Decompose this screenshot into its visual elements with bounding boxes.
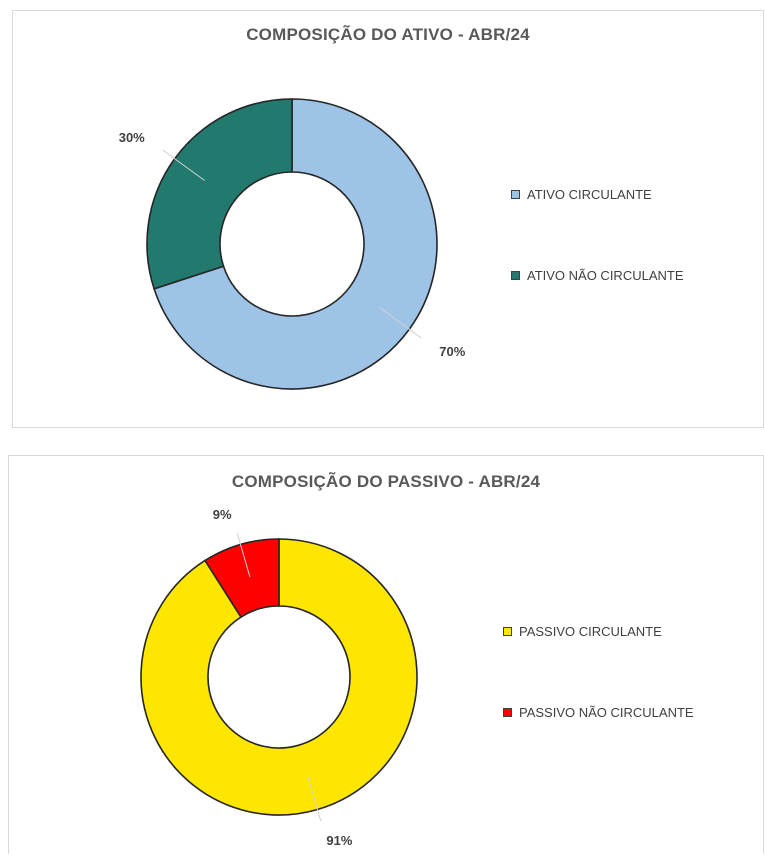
legend-swatch-ativo-circulante	[511, 189, 520, 199]
legend-ativo: ATIVO CIRCULANTE ATIVO NÃO CIRCULANTE	[511, 186, 684, 283]
data-label-passivo-nao-circulante: 9%	[213, 507, 232, 522]
chart-panel-ativo: COMPOSIÇÃO DO ATIVO - ABR/24 70% 30% ATIV…	[12, 10, 764, 428]
data-label-ativo-circulante: 70%	[439, 344, 465, 359]
legend-swatch-passivo-circulante	[503, 626, 512, 636]
legend-item-passivo-circulante: PASSIVO CIRCULANTE	[503, 623, 694, 639]
legend-item-ativo-circulante: ATIVO CIRCULANTE	[511, 186, 684, 202]
legend-passivo: PASSIVO CIRCULANTE PASSIVO NÃO CIRCULANT…	[503, 623, 694, 720]
legend-label-ativo-nao-circulante: ATIVO NÃO CIRCULANTE	[527, 267, 684, 283]
legend-item-ativo-nao-circulante: ATIVO NÃO CIRCULANTE	[511, 267, 684, 283]
legend-label-passivo-nao-circulante: PASSIVO NÃO CIRCULANTE	[519, 704, 694, 720]
leader-line-ativo-circulante	[379, 307, 422, 339]
donut-slice-ativo-nao-circulante	[146, 98, 293, 290]
legend-label-passivo-circulante: PASSIVO CIRCULANTE	[519, 623, 662, 639]
legend-swatch-passivo-nao-circulante	[503, 707, 512, 717]
donut-chart-passivo: 91% 9%	[140, 507, 418, 848]
donut-slice-ativo-circulante	[153, 98, 438, 390]
leader-line-passivo-nao-circulante	[236, 532, 251, 578]
legend-label-ativo-circulante: ATIVO CIRCULANTE	[527, 186, 652, 202]
legend-item-passivo-nao-circulante: PASSIVO NÃO CIRCULANTE	[503, 704, 694, 720]
chart-title-passivo: COMPOSIÇÃO DO PASSIVO - ABR/24	[231, 472, 541, 491]
data-label-passivo-circulante: 91%	[326, 833, 352, 848]
leader-line-passivo-circulante	[307, 776, 322, 822]
donut-slice-passivo-nao-circulante	[203, 538, 280, 619]
legend-swatch-ativo-nao-circulante	[511, 270, 520, 280]
donut-slice-passivo-circulante	[140, 538, 418, 816]
leader-line-ativo-nao-circulante	[162, 149, 205, 181]
data-label-ativo-nao-circulante: 30%	[119, 130, 145, 145]
chart-panel-passivo: COMPOSIÇÃO DO PASSIVO - ABR/24 91% 9% PAS…	[8, 455, 764, 854]
chart-title-ativo: COMPOSIÇÃO DO ATIVO - ABR/24	[246, 25, 530, 44]
donut-chart-ativo: 70% 30%	[119, 98, 466, 390]
